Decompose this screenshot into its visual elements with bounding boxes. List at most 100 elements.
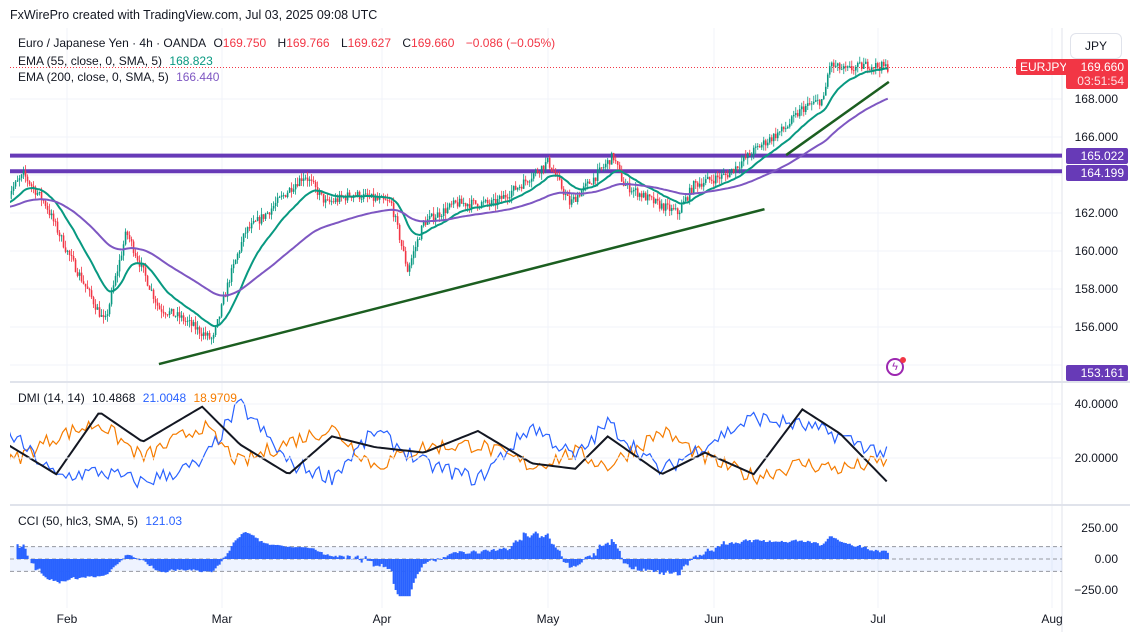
cci-bar: [642, 559, 645, 569]
candle-body: [164, 313, 167, 315]
candle-body: [374, 197, 377, 201]
candle-body: [424, 221, 427, 225]
candle-body: [250, 223, 253, 229]
candle-body: [668, 204, 671, 211]
cci-bar: [70, 559, 73, 579]
candle-body: [246, 227, 249, 233]
candle-body: [672, 208, 675, 210]
cci-bar: [414, 559, 417, 579]
cci-bar: [358, 559, 361, 561]
cci-bar: [454, 552, 457, 559]
cci-bar: [340, 555, 343, 559]
change-value: −0.086 (−0.05%): [465, 36, 556, 50]
candle-body: [640, 193, 643, 198]
cci-bar: [652, 559, 655, 573]
cci-bar: [796, 541, 799, 559]
cci-legend[interactable]: CCI (50, hlc3, SMA, 5) 121.03: [18, 514, 186, 528]
cci-bar: [564, 559, 567, 563]
candle-body: [516, 187, 519, 190]
cci-bar: [220, 559, 223, 562]
cci-bar: [714, 547, 717, 559]
cci-bar: [208, 559, 211, 572]
chart-area[interactable]: [10, 28, 1130, 632]
candle-body: [604, 163, 607, 168]
candle-body: [776, 132, 779, 139]
cci-bar: [786, 542, 789, 559]
cci-bar: [144, 559, 147, 562]
cci-bar: [486, 550, 489, 559]
chart-canvas[interactable]: [10, 28, 1130, 632]
cci-bar: [452, 552, 455, 559]
cci-bar: [804, 542, 807, 559]
candle-body: [366, 193, 369, 197]
cci-bar: [858, 545, 861, 559]
candle-body: [630, 191, 633, 193]
cci-bar: [238, 537, 241, 559]
ema200-value: 166.440: [176, 70, 220, 84]
dmi-plus-line: [10, 398, 888, 489]
cci-bar: [866, 549, 869, 559]
cci-bar: [846, 543, 849, 559]
cci-bar: [202, 559, 205, 572]
cci-bar: [624, 559, 627, 564]
candle-body: [20, 174, 23, 179]
cci-bar: [256, 538, 259, 559]
cci-bar: [828, 536, 831, 559]
candle-body: [722, 173, 725, 175]
cci-bar: [36, 559, 39, 570]
candle-body: [624, 184, 627, 186]
cci-bar: [466, 553, 469, 559]
cci-bar: [734, 542, 737, 559]
candle-body: [740, 161, 743, 168]
cci-bar: [250, 534, 253, 559]
candle-body: [48, 209, 51, 216]
cci-bar: [518, 539, 521, 559]
cci-bar: [468, 553, 471, 559]
dmi-legend[interactable]: DMI (14, 14) 10.4868 21.0048 18.9709: [18, 391, 241, 405]
candle-body: [628, 182, 631, 193]
cci-bar: [396, 559, 399, 595]
ema200-legend[interactable]: EMA (200, close, 0, SMA, 5) 166.440: [18, 70, 223, 84]
cci-bar: [802, 541, 805, 559]
cci-bar: [190, 559, 193, 571]
y-tick: 168.000: [1074, 92, 1118, 106]
x-tick: Jun: [704, 612, 724, 626]
ema55-legend[interactable]: EMA (55, close, 0, SMA, 5) 168.823: [18, 54, 217, 68]
cci-bar: [78, 559, 81, 579]
cci-bar: [22, 544, 25, 559]
candle-body: [96, 307, 99, 310]
cci-bar: [768, 540, 771, 559]
cci-bar: [42, 559, 45, 576]
cci-bar: [354, 556, 357, 559]
currency-button[interactable]: JPY: [1070, 33, 1122, 59]
candle-body: [454, 200, 457, 203]
candle-body: [492, 199, 495, 201]
cci-bar: [582, 559, 585, 560]
cci-bar: [214, 559, 217, 569]
cci-bar: [688, 559, 691, 561]
candle-body: [150, 289, 153, 291]
candle-body: [84, 283, 87, 287]
dmi-label: DMI (14, 14): [18, 391, 85, 405]
candle-body: [300, 178, 303, 182]
cci-bar: [494, 550, 497, 559]
candle-body: [170, 308, 173, 312]
candle-body: [836, 63, 839, 66]
cci-bar: [438, 559, 441, 560]
candle-body: [588, 181, 591, 184]
candle-body: [548, 157, 551, 168]
lightning-icon[interactable]: ϟ: [886, 358, 904, 376]
candle-body: [64, 247, 67, 252]
cci-bar: [690, 559, 693, 560]
candle-body: [360, 198, 363, 200]
candle-body: [194, 322, 197, 330]
cci-bar: [74, 559, 77, 580]
candle-body: [244, 232, 247, 234]
level-tag-164: 164.199: [1066, 165, 1128, 181]
candle-body: [436, 212, 439, 218]
candle-body: [10, 190, 13, 195]
cci-bar: [536, 533, 539, 559]
cci-bar: [554, 547, 557, 559]
candle-body: [226, 282, 229, 297]
candle-body: [644, 192, 647, 201]
